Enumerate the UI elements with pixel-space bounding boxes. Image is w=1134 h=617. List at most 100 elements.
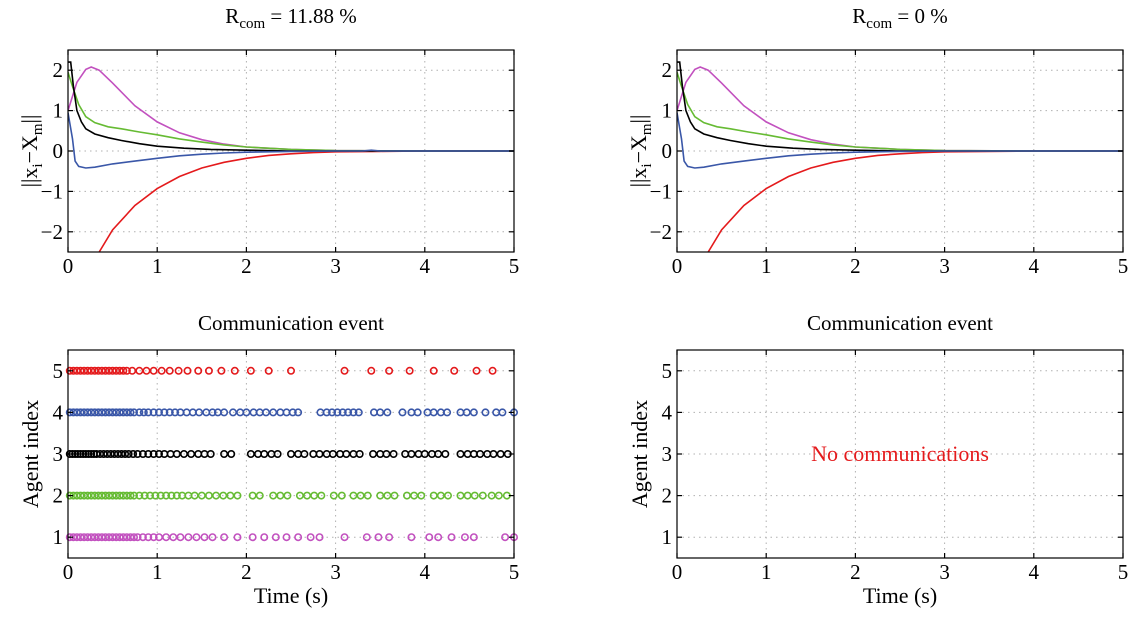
event-marker bbox=[144, 449, 153, 458]
ylabel-end: || bbox=[17, 115, 42, 124]
y-tick-label: 2 bbox=[53, 484, 64, 508]
event-marker bbox=[340, 533, 349, 542]
event-marker bbox=[124, 449, 133, 458]
chart-title: Communication event bbox=[807, 311, 993, 335]
event-marker bbox=[434, 449, 443, 458]
x-tick-label: 2 bbox=[241, 254, 252, 278]
event-marker bbox=[167, 491, 176, 500]
event-marker bbox=[246, 366, 255, 375]
event-marker bbox=[306, 533, 315, 542]
event-marker bbox=[192, 533, 201, 542]
event-marker bbox=[469, 408, 478, 417]
event-marker bbox=[338, 408, 347, 417]
event-marker bbox=[337, 491, 346, 500]
event-marker bbox=[383, 408, 392, 417]
event-marker bbox=[434, 533, 443, 542]
event-marker bbox=[151, 491, 160, 500]
y-tick-label: 4 bbox=[53, 400, 64, 424]
ylabel-main: ||x bbox=[626, 168, 651, 188]
y-tick-label: 3 bbox=[662, 442, 673, 466]
event-marker bbox=[76, 449, 85, 458]
x-tick-label: 2 bbox=[850, 254, 861, 278]
chart-title: Rcom = 11.88 % bbox=[225, 4, 356, 32]
event-marker bbox=[140, 491, 149, 500]
event-marker bbox=[478, 491, 487, 500]
event-marker bbox=[443, 408, 452, 417]
y-tick-label: 3 bbox=[53, 442, 64, 466]
event-marker bbox=[130, 533, 139, 542]
event-marker bbox=[300, 449, 309, 458]
event-marker bbox=[385, 533, 394, 542]
event-marker bbox=[363, 491, 372, 500]
event-marker bbox=[407, 533, 416, 542]
event-marker bbox=[317, 491, 326, 500]
event-marker bbox=[401, 449, 410, 458]
event-marker bbox=[79, 449, 88, 458]
event-marker bbox=[271, 533, 280, 542]
event-marker bbox=[333, 408, 342, 417]
chart-panel-bottom-right: 0 1 2 3 4 5 1 2 3 4 5 Communication event Time (s) Ag… bbox=[627, 311, 1128, 608]
y-tick-label: 0 bbox=[53, 139, 64, 163]
event-marker bbox=[204, 366, 213, 375]
x-tick-label: 2 bbox=[241, 560, 252, 584]
event-marker bbox=[184, 533, 193, 542]
series-line-3 bbox=[68, 61, 514, 152]
event-marker bbox=[187, 449, 196, 458]
y-axis-label: Agent index bbox=[627, 400, 652, 508]
event-marker bbox=[183, 366, 192, 375]
agent-4-events bbox=[65, 408, 518, 417]
event-marker bbox=[121, 449, 130, 458]
event-marker bbox=[174, 366, 183, 375]
event-marker bbox=[315, 533, 324, 542]
event-marker bbox=[236, 408, 245, 417]
event-marker bbox=[294, 533, 303, 542]
event-marker bbox=[367, 366, 376, 375]
ylabel-subscript-i: i bbox=[30, 163, 46, 167]
ylabel-mid: −X bbox=[626, 135, 651, 163]
no-communications-annotation: No communications bbox=[811, 441, 989, 466]
ylabel-subscript-i: i bbox=[639, 163, 655, 167]
y-tick-label: −1 bbox=[41, 179, 63, 203]
x-tick-label: 5 bbox=[509, 560, 520, 584]
x-tick-label: 3 bbox=[939, 560, 950, 584]
event-marker bbox=[146, 491, 155, 500]
event-marker bbox=[233, 533, 242, 542]
y-axis-label: ||xi−Xm|| bbox=[626, 115, 655, 188]
event-marker bbox=[73, 449, 82, 458]
event-marker bbox=[354, 408, 363, 417]
event-marker bbox=[149, 366, 158, 375]
event-marker bbox=[165, 366, 174, 375]
event-marker bbox=[126, 408, 135, 417]
event-marker bbox=[294, 408, 303, 417]
event-marker bbox=[149, 533, 158, 542]
y-tick-label: −2 bbox=[41, 220, 63, 244]
event-marker bbox=[200, 533, 209, 542]
event-marker bbox=[469, 533, 478, 542]
title-main: R bbox=[225, 4, 239, 28]
event-marker bbox=[220, 533, 229, 542]
event-marker bbox=[328, 408, 337, 417]
event-marker bbox=[165, 408, 174, 417]
event-marker bbox=[172, 491, 181, 500]
event-marker bbox=[316, 408, 325, 417]
event-marker bbox=[410, 491, 419, 500]
event-marker bbox=[355, 449, 364, 458]
event-marker bbox=[184, 491, 193, 500]
x-tick-label: 0 bbox=[63, 254, 74, 278]
event-marker bbox=[405, 366, 414, 375]
event-marker bbox=[217, 366, 226, 375]
chart-panel-top-right: 0 1 2 3 4 5 −2 −1 0 1 2 Rcom = 0 % ||xi−Xm|| bbox=[626, 4, 1128, 278]
x-tick-label: 1 bbox=[152, 560, 163, 584]
event-marker bbox=[349, 408, 358, 417]
event-marker bbox=[390, 491, 399, 500]
event-marker bbox=[87, 449, 96, 458]
event-marker bbox=[476, 449, 485, 458]
event-marker bbox=[230, 366, 239, 375]
event-marker bbox=[162, 491, 171, 500]
y-axis-label: ||xi−Xm|| bbox=[17, 115, 46, 188]
event-marker bbox=[456, 449, 465, 458]
y-tick-label: −1 bbox=[650, 179, 672, 203]
chart-title: Rcom = 0 % bbox=[852, 4, 947, 32]
y-tick-label: 2 bbox=[662, 58, 673, 82]
event-marker bbox=[144, 408, 153, 417]
